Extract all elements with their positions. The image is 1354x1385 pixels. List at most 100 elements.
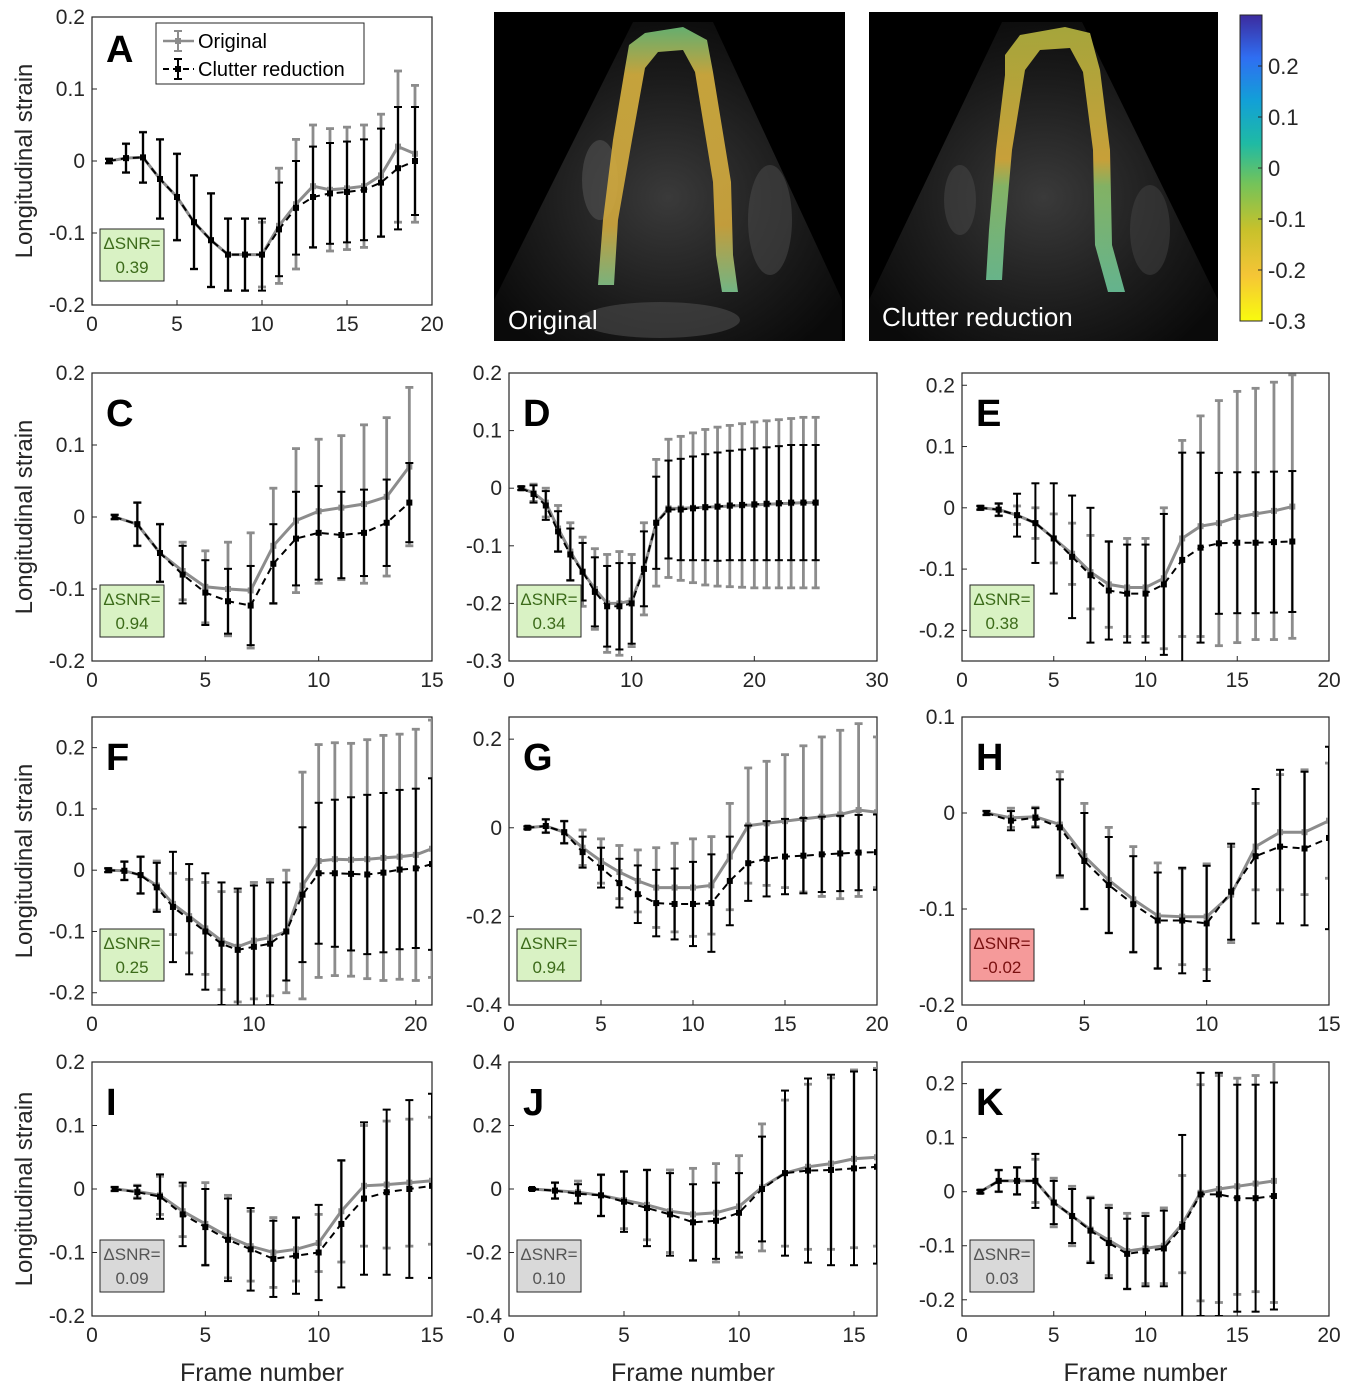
colorbar-ticks: 0.2 0.1 0 -0.1 -0.2 -0.3 xyxy=(1258,54,1306,334)
panel-c: 0 5 10 15 -0.2 -0.1 0 0.1 0.2 C ΔSNR= 0.94 Longitudi… xyxy=(11,362,444,692)
data-point xyxy=(874,1163,877,1170)
data-point xyxy=(406,1186,413,1192)
series-clutter-reduction xyxy=(104,777,432,1005)
data-point xyxy=(267,940,274,947)
legend-original-label: Original xyxy=(198,31,267,53)
snr-badge-box xyxy=(969,584,1035,638)
data-point xyxy=(665,506,672,513)
data-point xyxy=(361,529,367,536)
data-point xyxy=(327,190,333,197)
series-clutter-reduction xyxy=(528,1068,877,1267)
data-point xyxy=(812,499,819,506)
snr-badge-value: 0.09 xyxy=(115,1269,148,1288)
y-tick-label: -0.2 xyxy=(466,1242,502,1265)
data-point xyxy=(782,1170,788,1177)
data-point xyxy=(1203,920,1210,927)
data-point xyxy=(1014,1177,1021,1184)
data-point xyxy=(739,501,746,508)
plot-area xyxy=(105,69,419,293)
y-tick-label: 0.2 xyxy=(473,362,502,385)
snr-badge-box xyxy=(99,928,165,982)
data-point xyxy=(242,251,248,258)
snr-badge: ΔSNR= 0.25 xyxy=(99,928,165,982)
data-point xyxy=(667,1211,673,1218)
y-tick-label: 0 xyxy=(73,506,85,529)
data-point xyxy=(759,1186,765,1192)
panel-label: C xyxy=(106,393,133,435)
x-tick-label: 20 xyxy=(1317,1324,1340,1347)
x-axis-label: Frame number xyxy=(611,1359,775,1385)
x-tick-label: 0 xyxy=(956,669,968,692)
data-point xyxy=(105,867,112,874)
y-tick-label: -0.4 xyxy=(466,1305,503,1328)
data-point xyxy=(616,603,623,610)
data-point xyxy=(310,194,316,200)
series-line xyxy=(980,506,1293,595)
data-point xyxy=(191,219,197,226)
x-tick-label: 10 xyxy=(242,1013,265,1036)
data-point xyxy=(713,1217,719,1224)
data-point xyxy=(1142,1248,1149,1255)
y-tick-label: 0.1 xyxy=(56,434,85,457)
snr-badge-label: ΔSNR= xyxy=(103,590,160,609)
data-point xyxy=(1124,1250,1131,1257)
data-point xyxy=(702,504,709,511)
data-point xyxy=(157,1193,163,1200)
x-tick-label: 0 xyxy=(86,1324,98,1347)
panel-b-images: Original Clutter reduction 0.2 0.1 0 -0.1 -0… xyxy=(494,12,1330,341)
data-point xyxy=(1277,843,1284,850)
data-point xyxy=(1050,535,1057,542)
data-point xyxy=(1069,1213,1076,1220)
snr-badge-value: 0.34 xyxy=(532,614,565,633)
x-tick-label: 10 xyxy=(307,669,330,692)
y-tick-label: 0.1 xyxy=(473,420,502,443)
data-point xyxy=(874,1154,877,1161)
panel-label: I xyxy=(106,1082,117,1124)
data-point xyxy=(247,1246,254,1253)
data-point xyxy=(1032,1177,1039,1184)
x-tick-label: 0 xyxy=(503,1013,515,1036)
data-point xyxy=(111,1186,118,1192)
data-point xyxy=(169,903,176,910)
y-tick-label: -0.1 xyxy=(919,558,955,581)
data-point xyxy=(542,502,549,509)
data-point xyxy=(299,891,306,898)
panel-label: F xyxy=(106,737,129,779)
x-tick-label: 10 xyxy=(1195,1013,1218,1036)
data-point xyxy=(106,158,112,164)
data-point xyxy=(270,560,277,567)
y-tick-label: -0.3 xyxy=(466,650,502,673)
data-point xyxy=(1215,540,1222,547)
y-tick-label: -0.2 xyxy=(919,619,955,642)
snr-badge: ΔSNR= -0.02 xyxy=(969,928,1035,982)
data-point xyxy=(137,872,144,879)
y-tick-label: -0.2 xyxy=(49,650,85,673)
data-point xyxy=(111,514,118,520)
y-tick-label: 0.2 xyxy=(56,362,85,385)
colorbar-background xyxy=(1218,12,1330,341)
x-tick-label: 15 xyxy=(773,1013,796,1036)
y-tick-label: 0.1 xyxy=(56,78,85,101)
y-tick-label: 0.1 xyxy=(56,798,85,821)
plot-area xyxy=(528,1066,877,1267)
data-point xyxy=(1069,553,1076,560)
x-tick-label: 10 xyxy=(1134,1324,1157,1347)
series-line xyxy=(114,501,410,607)
snr-badge-label: ΔSNR= xyxy=(973,590,1030,609)
panel-label: G xyxy=(523,737,553,779)
x-tick-label: 0 xyxy=(86,313,98,336)
plots-layer: 0 5 10 15 20-0.2-0.100.10.2AΔSNR=0.39Longitu… xyxy=(11,6,1341,1385)
data-point xyxy=(378,179,384,186)
data-point xyxy=(218,940,225,947)
legend-box xyxy=(155,22,365,85)
series-clutter-reduction xyxy=(523,813,877,953)
x-tick-label: 10 xyxy=(250,313,273,336)
echo-sector-original xyxy=(494,22,842,341)
panel-b-right-caption: Clutter reduction xyxy=(882,302,1073,332)
panel-j: 0 5 10 15 -0.4 -0.2 0 0.2 0.4 J ΔSNR= 0.10 Frame num… xyxy=(466,1051,878,1385)
data-point xyxy=(1032,520,1039,527)
panel-label: K xyxy=(976,1082,1004,1124)
y-tick-label: 0 xyxy=(73,150,85,173)
data-point xyxy=(677,506,684,513)
